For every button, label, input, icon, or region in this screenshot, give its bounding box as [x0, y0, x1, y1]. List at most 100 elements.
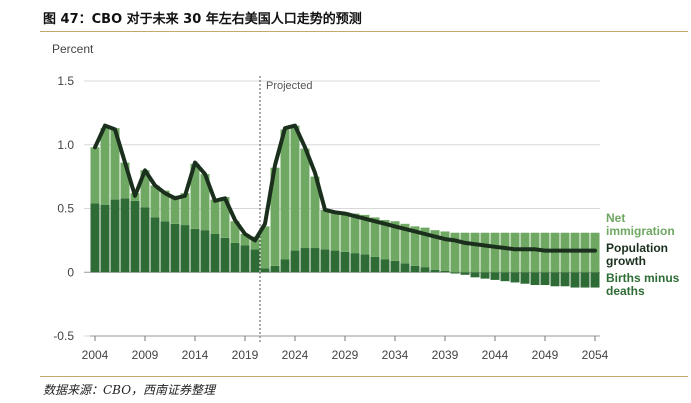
bar-net-immigration	[520, 232, 530, 273]
bar-births-minus-deaths	[160, 221, 170, 273]
bar-births-minus-deaths	[360, 254, 370, 273]
bar-births-minus-deaths	[120, 198, 130, 273]
bar-net-immigration	[380, 219, 390, 260]
bar-births-minus-deaths	[130, 200, 140, 273]
bar-births-minus-deaths	[340, 251, 350, 273]
x-tick-label: 2044	[482, 348, 509, 362]
bar-net-immigration	[120, 162, 130, 199]
top-rule	[40, 31, 688, 32]
bar-net-immigration	[500, 232, 510, 273]
bar-net-immigration	[470, 232, 480, 273]
legend-label-line: deaths	[606, 284, 645, 298]
bar-births-minus-deaths	[290, 250, 300, 273]
bar-net-immigration	[290, 125, 300, 251]
bar-births-minus-deaths	[190, 228, 200, 273]
bottom-rule	[40, 376, 688, 377]
bar-births-minus-deaths	[380, 259, 390, 273]
bar-births-minus-deaths	[260, 268, 270, 273]
projected-divider: Projected	[259, 76, 312, 342]
bar-net-immigration	[110, 128, 120, 200]
bar-births-minus-deaths	[180, 225, 190, 273]
x-axis: 2004 2009 2014 2019 2024 2029 2034 2039 2044 2049…	[82, 335, 609, 362]
bar-births-minus-deaths	[90, 203, 100, 273]
bar-births-minus-deaths	[520, 272, 530, 284]
bar-net-immigration	[230, 221, 240, 243]
bar-births-minus-deaths	[300, 248, 310, 273]
bar-net-immigration	[220, 197, 230, 238]
bar-births-minus-deaths	[510, 272, 520, 283]
bar-births-minus-deaths	[560, 272, 570, 287]
bar-births-minus-deaths	[240, 245, 250, 273]
population-growth-series	[93, 123, 597, 253]
bar-births-minus-deaths	[500, 272, 510, 282]
bar-births-minus-deaths	[580, 272, 590, 288]
bar-births-minus-deaths	[590, 272, 600, 288]
bar-births-minus-deaths	[250, 249, 260, 273]
x-tick-label: 2029	[332, 348, 359, 362]
x-tick-label: 2009	[132, 348, 159, 362]
y-tick-label: -0.5	[53, 329, 74, 343]
bar-births-minus-deaths	[440, 270, 450, 273]
bar-births-minus-deaths	[320, 249, 330, 273]
bar-births-minus-deaths	[410, 265, 420, 273]
bar-net-immigration	[330, 211, 340, 251]
bar-net-immigration	[260, 226, 270, 269]
bar-net-immigration	[490, 232, 500, 273]
bar-net-immigration	[400, 223, 410, 264]
bar-net-immigration	[180, 193, 190, 226]
bar-net-immigration	[100, 128, 110, 205]
y-tick-label: 0.5	[57, 202, 74, 216]
bar-births-minus-deaths	[430, 269, 440, 273]
x-tick-label: 2034	[382, 348, 409, 362]
bar-net-immigration	[410, 226, 420, 266]
legend-item: Net immigration	[606, 211, 675, 238]
bar-net-immigration	[300, 148, 310, 249]
legend: Net immigration Population growth Births min…	[606, 211, 680, 298]
bar-net-immigration	[200, 174, 210, 231]
x-tick-label: 2014	[182, 348, 209, 362]
projected-label: Projected	[266, 80, 312, 92]
bar-births-minus-deaths	[100, 204, 110, 273]
y-tick-labels: 1.5 1.0 0.5 0 -0.5	[53, 74, 74, 343]
bar-births-minus-deaths	[400, 263, 410, 273]
bar-net-immigration	[430, 230, 440, 270]
bar-births-minus-deaths	[280, 259, 290, 273]
bar-net-immigration	[320, 209, 330, 250]
x-tick-label: 2039	[432, 348, 459, 362]
source-note: 数据来源：CBO，西南证券整理	[43, 383, 216, 397]
bar-births-minus-deaths	[420, 267, 430, 273]
x-tick-label: 2004	[82, 348, 109, 362]
bar-net-immigration	[190, 163, 200, 229]
legend-label-line: Net	[606, 211, 625, 225]
bar-net-immigration	[480, 232, 490, 273]
bar-births-minus-deaths	[200, 230, 210, 273]
population-growth-line	[93, 123, 597, 253]
bar-net-immigration	[90, 147, 100, 204]
x-tick-label: 2049	[532, 348, 559, 362]
bar-births-minus-deaths	[140, 207, 150, 273]
bar-births-minus-deaths	[350, 253, 360, 273]
bar-net-immigration	[160, 190, 170, 222]
bar-net-immigration	[240, 234, 250, 246]
bar-net-immigration	[350, 213, 360, 254]
bar-births-minus-deaths	[570, 272, 580, 288]
legend-label-line: Population	[606, 241, 668, 255]
bar-births-minus-deaths	[330, 250, 340, 273]
bars	[90, 125, 600, 288]
bar-births-minus-deaths	[470, 272, 480, 278]
bar-births-minus-deaths	[530, 272, 540, 285]
bar-births-minus-deaths	[450, 272, 460, 274]
bar-births-minus-deaths	[370, 256, 380, 273]
bar-net-immigration	[340, 212, 350, 252]
y-axis-title: Percent	[52, 42, 94, 56]
bar-net-immigration	[360, 214, 370, 255]
bar-net-immigration	[150, 185, 160, 218]
bar-net-immigration	[390, 221, 400, 261]
bar-net-immigration	[210, 199, 220, 234]
bar-births-minus-deaths	[540, 272, 550, 285]
x-tick-label: 2024	[282, 348, 309, 362]
legend-item: Births minus deaths	[606, 271, 680, 298]
bar-births-minus-deaths	[480, 272, 490, 279]
y-tick-label: 1.0	[57, 138, 74, 152]
bar-births-minus-deaths	[390, 260, 400, 273]
